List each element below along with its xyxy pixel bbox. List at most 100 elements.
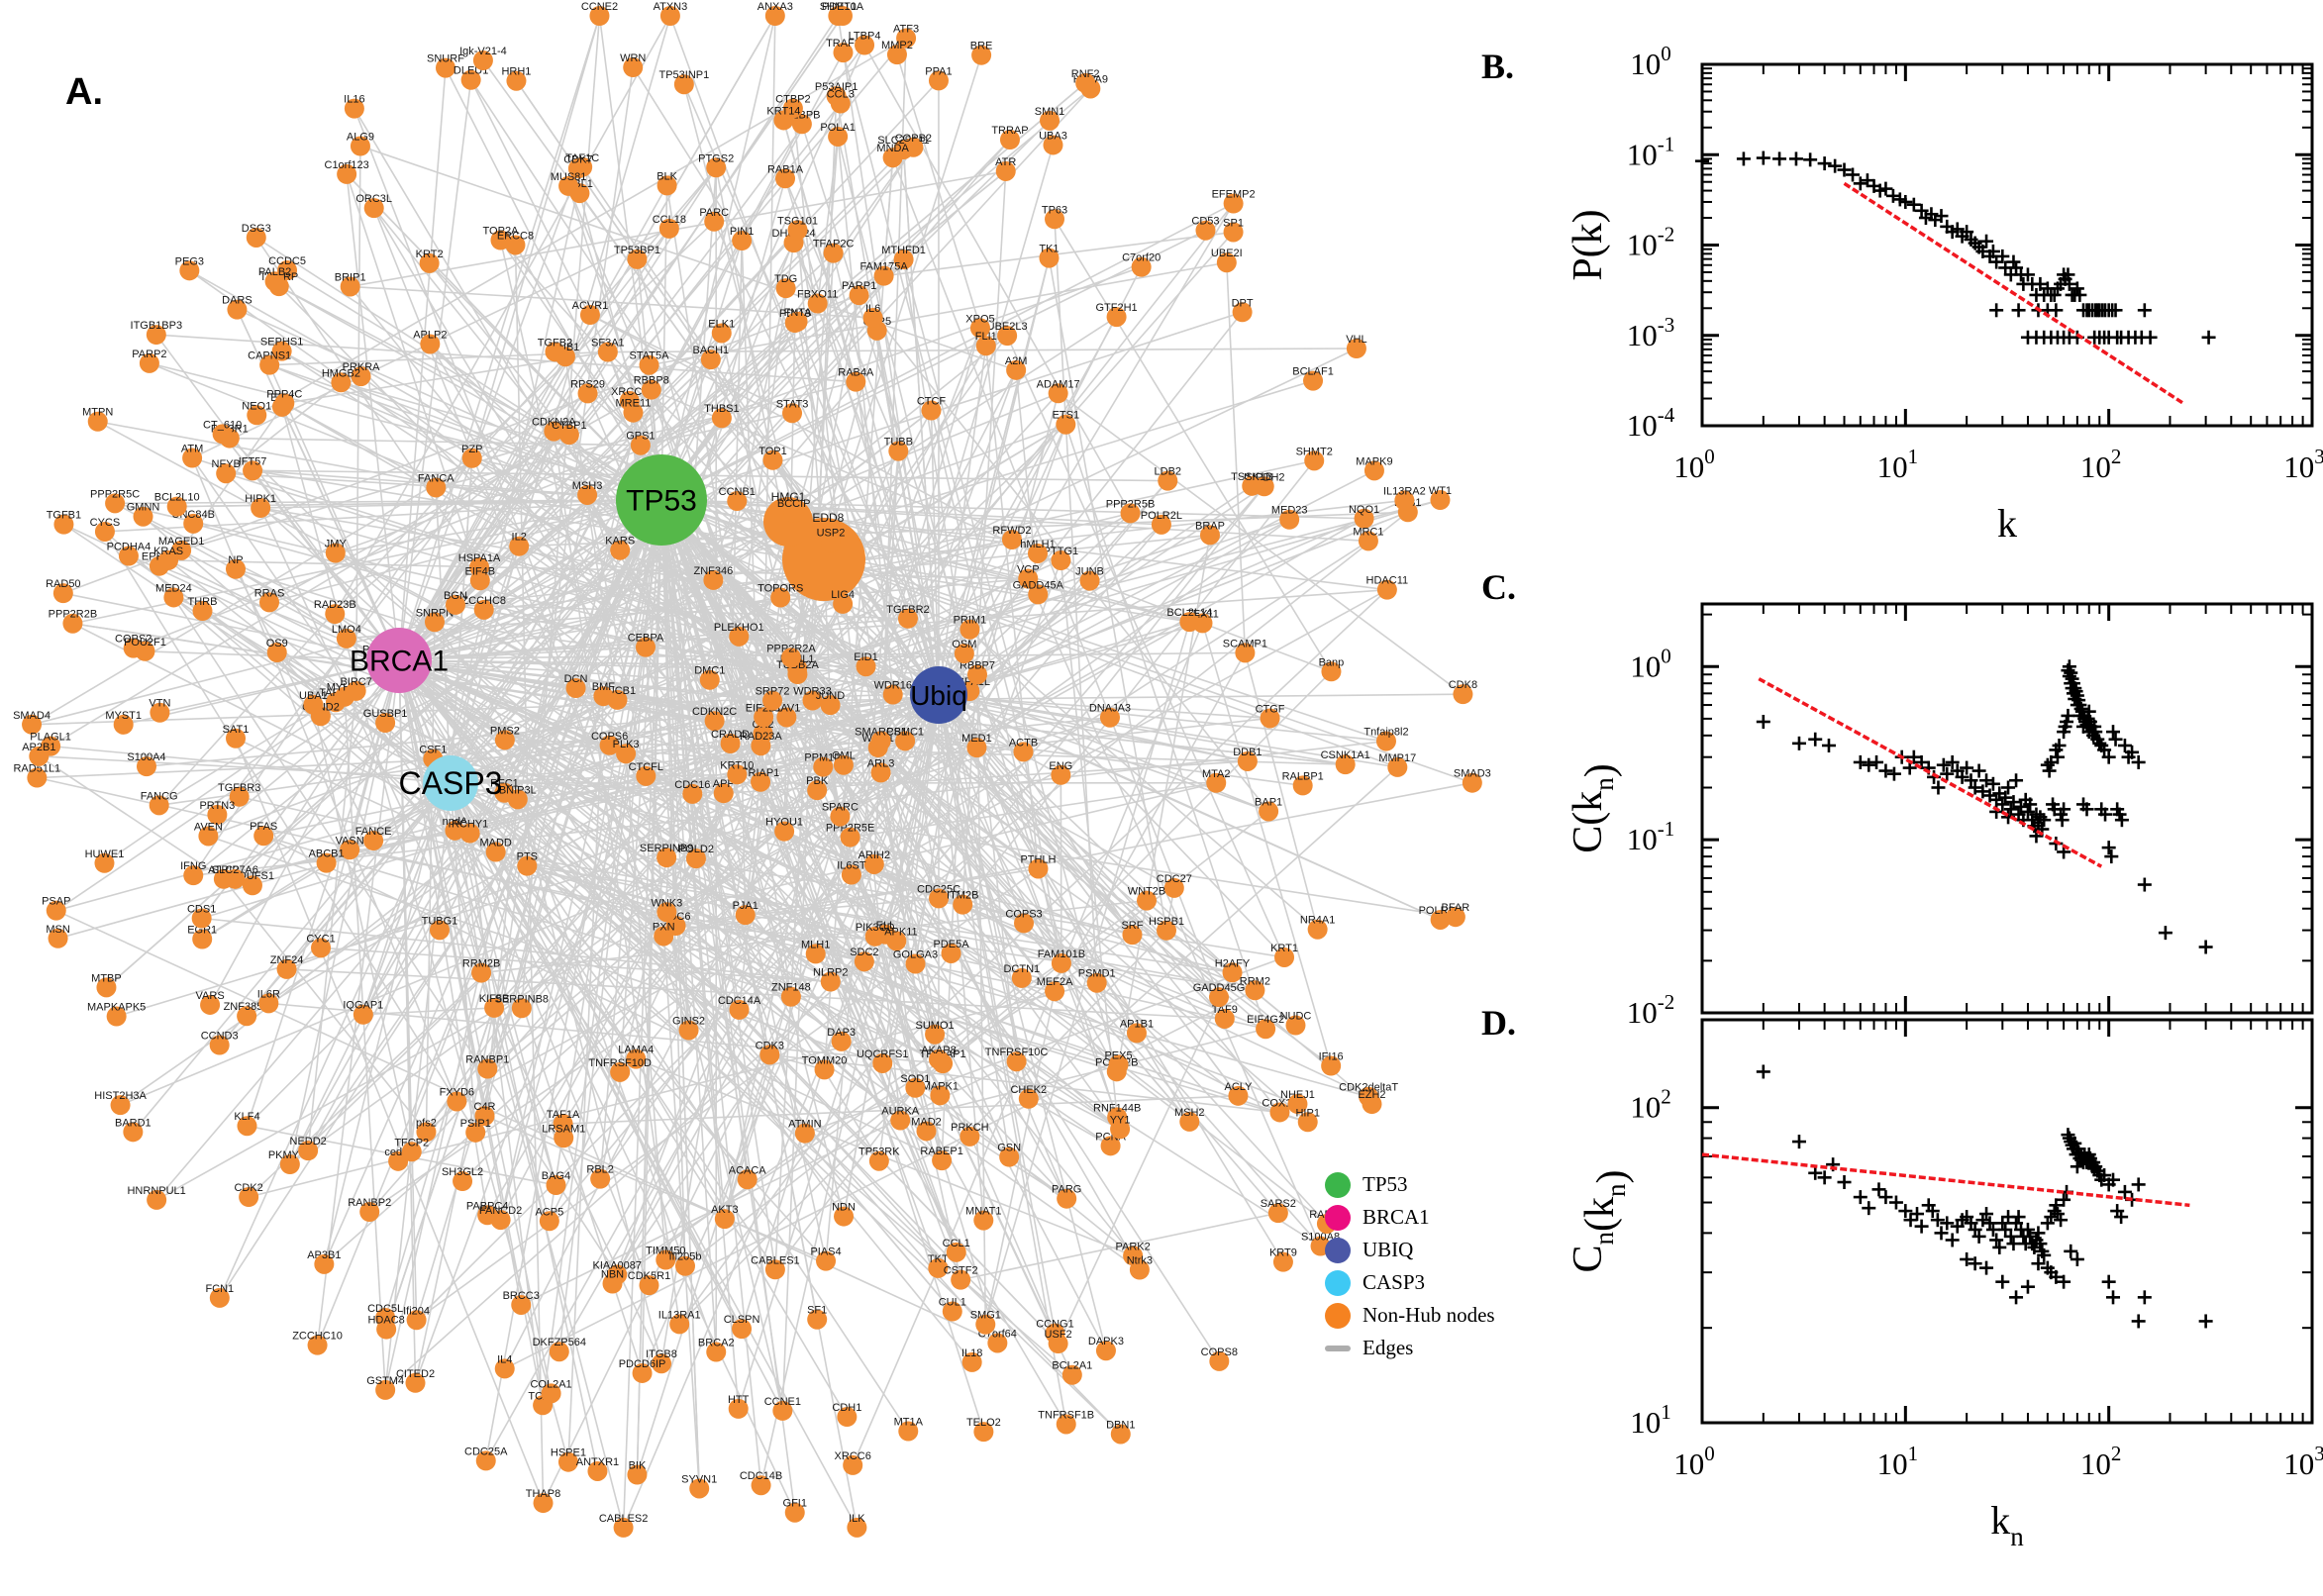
legend-item-edges: Edges	[1325, 1332, 1495, 1364]
network-node: USP2	[817, 528, 845, 552]
hub-brca1: BRCA1	[350, 628, 449, 693]
network-node: GML	[832, 750, 856, 775]
network-node: ANTXR1	[576, 1456, 619, 1481]
legend-item-casp3: CASP3	[1325, 1266, 1495, 1299]
network-node: KLF4	[234, 1111, 260, 1137]
network-node: BCL2L14	[1166, 607, 1212, 633]
plot-C: 100 10-1 10-2 C(kn)	[1566, 602, 2314, 1030]
network-node: CYC1	[306, 933, 336, 958]
network-node: PLK3	[613, 739, 640, 764]
network-node: AKAP8	[921, 1045, 957, 1070]
network-node: GMNN	[127, 502, 159, 527]
network-node: FANCE	[355, 826, 391, 851]
network-node: DCTN1	[1003, 963, 1040, 988]
network-node: Ntrk3	[1127, 1254, 1153, 1280]
network-node: TSSK1B	[1231, 471, 1272, 496]
network-node: FLI1	[975, 331, 997, 356]
panel-label-b: B.	[1481, 47, 1515, 86]
network-node: TRIAP1	[742, 767, 779, 792]
network-node: ITM2B	[947, 890, 978, 915]
network-node: VHL	[1346, 334, 1367, 359]
network-node: IL6R	[257, 988, 280, 1014]
hub-label-tp53: TP53	[626, 485, 697, 518]
network-node: PTS	[517, 851, 538, 876]
network-node: BIK	[627, 1459, 648, 1485]
network-node: PXN	[653, 921, 675, 947]
network-node: CCNB1	[719, 486, 756, 512]
network-node: MRE11	[616, 398, 651, 423]
network-node: CHEK2	[1010, 1084, 1047, 1109]
network-node: MTHFD1	[881, 245, 926, 270]
network-node: C7orf64	[978, 1328, 1017, 1353]
network-node: MUS81	[551, 171, 586, 196]
network-node: KRT1	[1270, 943, 1298, 967]
network-node: BFAR	[1441, 902, 1469, 928]
network-node: FANCD2	[479, 1205, 522, 1231]
network-node: DCN	[564, 673, 588, 699]
network-node: ZCCHC8	[461, 595, 506, 620]
network-node: RRM2B	[462, 958, 500, 983]
network-node: HRH1	[501, 66, 531, 91]
network-node: BRCC3	[503, 1290, 540, 1315]
network-node: OS9	[266, 638, 288, 663]
network-node: EGR1	[187, 925, 217, 949]
network-node: EFEMP2	[1212, 189, 1256, 214]
network-node: RAD51L1	[13, 763, 60, 788]
network-node: AP3B1	[307, 1249, 341, 1274]
network-node: SNRPN	[416, 607, 454, 633]
network-node: APLP2	[413, 329, 447, 354]
tick-label: 101	[1630, 1400, 1671, 1440]
network-node: RRAS	[254, 587, 284, 613]
network-node: BCL2L10	[154, 492, 200, 517]
network-node: ATXN3	[654, 1, 687, 26]
tick-label: 10-2	[1627, 223, 1675, 262]
network-node: MLH1	[801, 939, 830, 964]
network-node: TAF1A	[547, 1109, 580, 1135]
network-node: KARS	[605, 536, 635, 560]
network-node: SMAD3	[1454, 768, 1491, 793]
network-node: HTT	[728, 1394, 750, 1419]
legend-node-swatch	[1325, 1171, 1351, 1198]
network-node: USF2	[1045, 1329, 1072, 1354]
network-node: MAPKAPK5	[87, 1002, 146, 1027]
network-node: MTPN	[82, 407, 113, 432]
network-node: PRIM1	[954, 615, 986, 640]
network-node: SMARCB1	[855, 726, 907, 751]
network-node: DNAJA3	[1089, 703, 1131, 728]
network-node: RBL2	[586, 1164, 614, 1189]
network-node: SYVN1	[681, 1473, 717, 1499]
network-node: UBA1	[299, 690, 328, 715]
network-node: PPP2R2B	[49, 609, 97, 634]
network-node: MED24	[155, 582, 192, 608]
network-node: SNURF	[427, 53, 464, 78]
network-node: Ifi205b	[668, 1251, 702, 1276]
network-node: DAP3	[827, 1027, 856, 1051]
network-node: PEX5	[1104, 1049, 1133, 1075]
network-node: CDH1	[832, 1402, 861, 1428]
network-node: CDK3	[756, 1040, 784, 1065]
network-node: MAPK11	[875, 926, 918, 951]
network-node: WNT2B	[1128, 886, 1165, 911]
network-node: CDKN2A	[532, 417, 576, 442]
network-node: NBN	[601, 1269, 624, 1294]
network-node: PCDHA4	[107, 542, 151, 566]
tick-label: 100	[1630, 42, 1671, 81]
network-node: NLRP2	[813, 967, 849, 992]
network-node: FXYD6	[440, 1086, 474, 1112]
network-node: DSG3	[242, 223, 271, 248]
tick-label: 103	[2283, 1442, 2323, 1481]
network-node: AP1B1	[1120, 1018, 1154, 1044]
network-node: OSM	[952, 639, 976, 664]
network-node: CDK8	[1449, 679, 1477, 705]
network-node: POU2F1	[124, 637, 166, 661]
network-node: MMP17	[1378, 752, 1416, 777]
network-node: PTTG1	[1044, 546, 1078, 571]
tick-label: 10-1	[1627, 132, 1675, 171]
x-axis-label-D: kn	[1990, 1498, 2024, 1551]
network-node: PIAS4	[810, 1247, 842, 1271]
network-node: AVEN	[194, 821, 223, 847]
network-node: RBBP8	[634, 375, 669, 400]
network-node: RNF2	[1071, 68, 1100, 93]
network-node: CDS1	[187, 904, 216, 929]
